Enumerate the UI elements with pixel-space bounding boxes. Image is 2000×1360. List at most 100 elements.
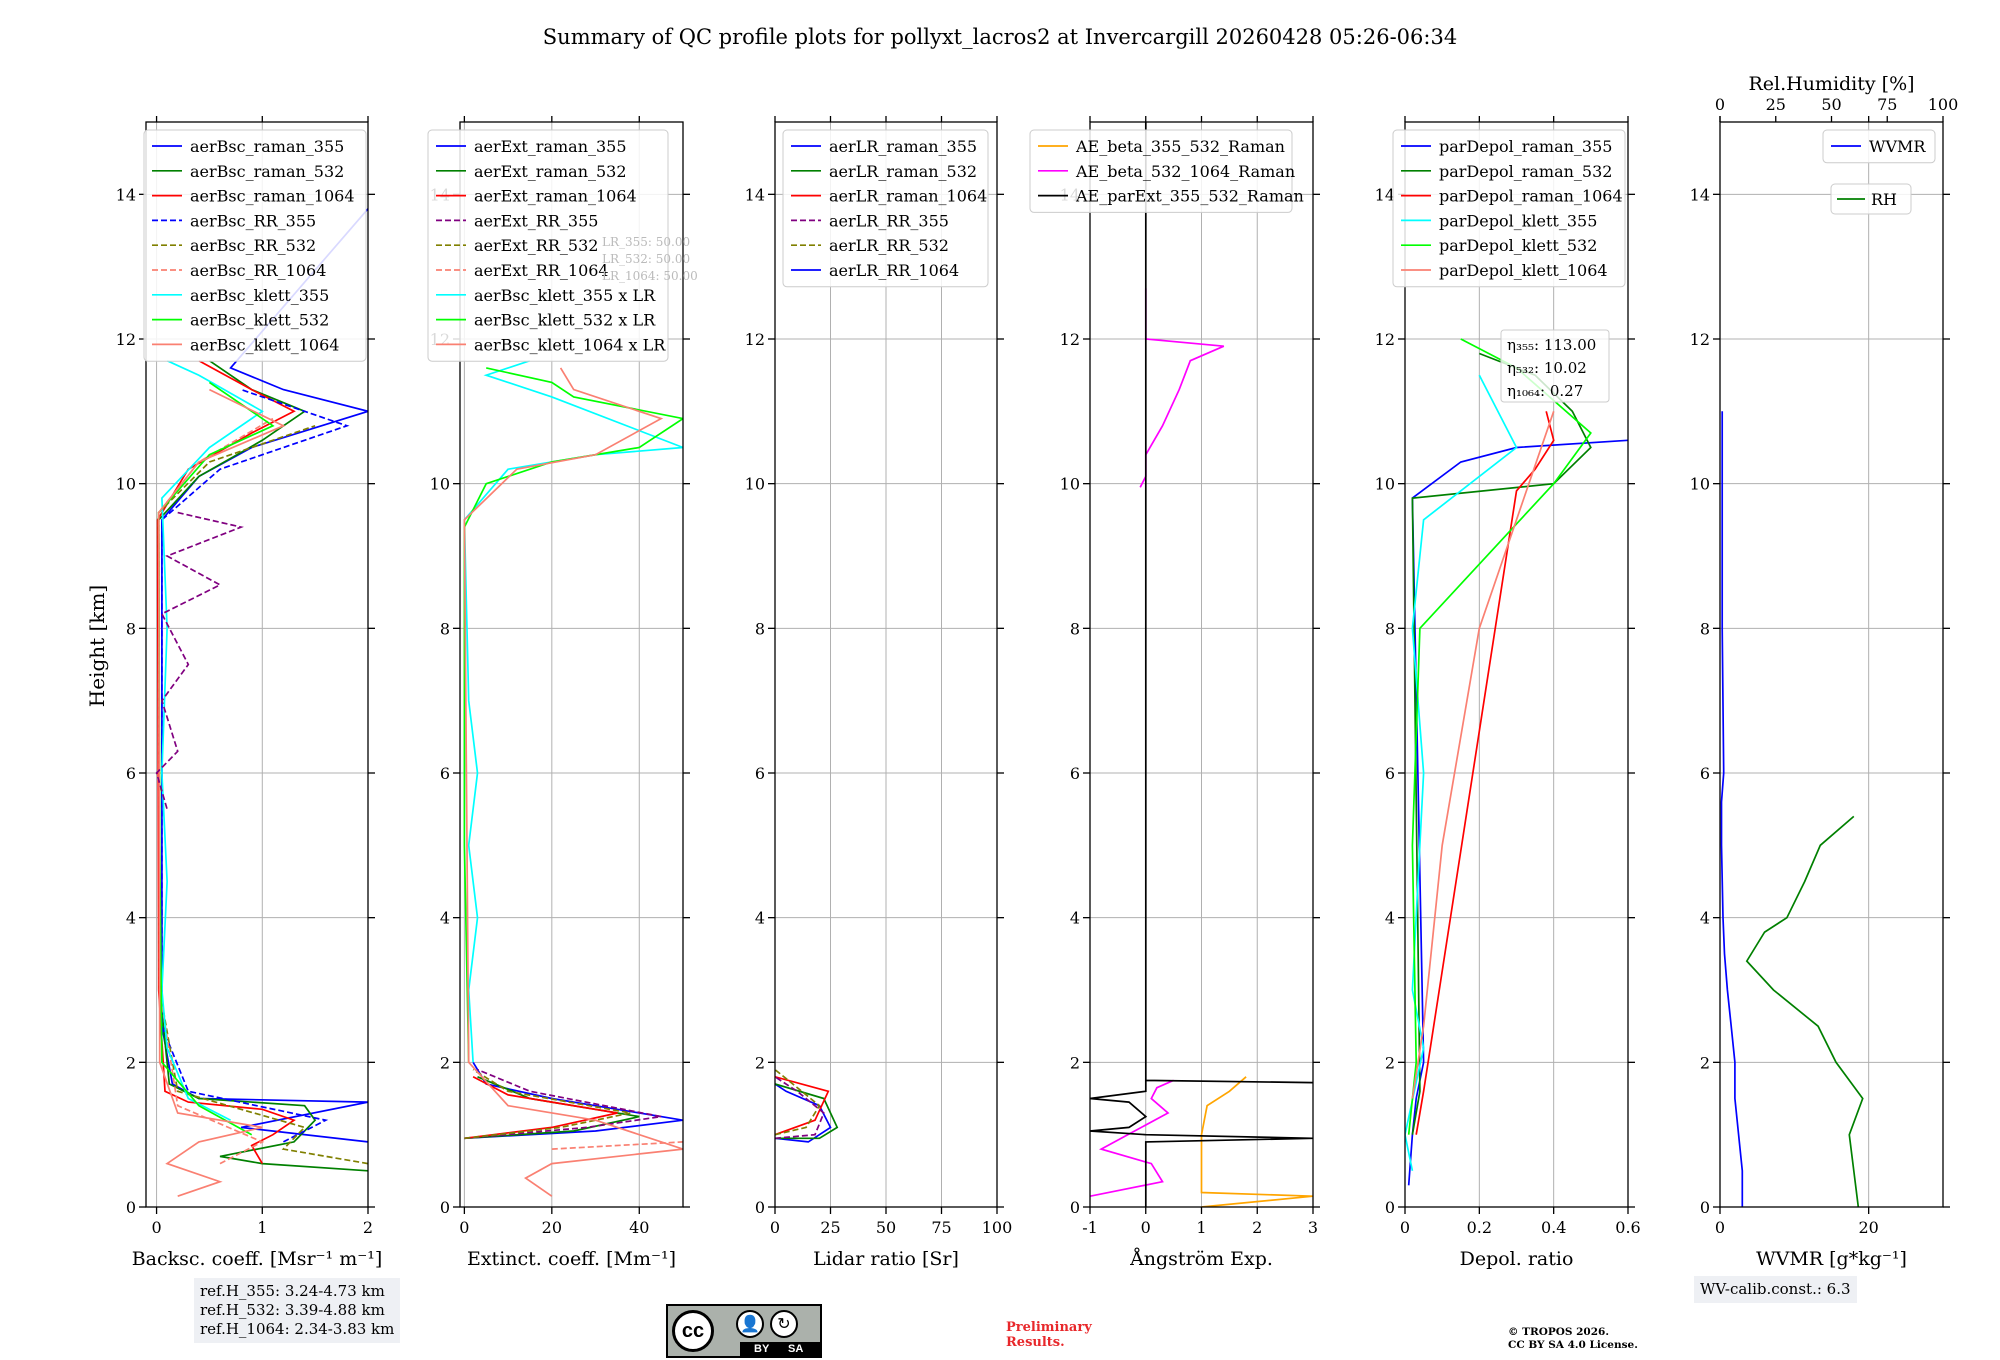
legend-label: aerExt_RR_1064	[474, 261, 609, 280]
legend-label: aerExt_RR_355	[474, 211, 598, 230]
series-line-aerBsc_RR_355	[161, 388, 350, 1143]
y-tick-label: 0	[1070, 1198, 1080, 1217]
legend-label: parDepol_raman_355	[1439, 137, 1612, 156]
x-tick-label: 0	[459, 1218, 469, 1237]
top-x-tick-label: 25	[1766, 95, 1786, 114]
top-x-axis-label: Rel.Humidity [%]	[1748, 73, 1914, 95]
cc-logo-icon: cc	[672, 1310, 714, 1352]
series-line-aerBsc_RR_1064	[157, 417, 274, 1165]
series-group	[1405, 338, 1628, 1186]
y-tick-label: 8	[1070, 619, 1080, 638]
legend-label: aerExt_raman_1064	[474, 187, 637, 206]
figure-title: Summary of QC profile plots for pollyxt_…	[543, 25, 1457, 49]
legend-label: aerLR_raman_532	[829, 162, 977, 181]
legend-label: parDepol_klett_532	[1439, 236, 1597, 255]
series-line-aerLR_RR_532	[775, 1068, 821, 1136]
y-tick-label: 10	[430, 475, 450, 494]
x-axis-label: Backsc. coeff. [Msr⁻¹ m⁻¹]	[132, 1248, 383, 1270]
x-tick-label: 2	[363, 1218, 373, 1237]
x-tick-label: 0	[1715, 1218, 1725, 1237]
series-line-aerBsc_RR_355_noise	[155, 511, 244, 810]
eta-label: η₁₀₆₄: 0.27	[1507, 382, 1583, 400]
y-tick-label: 6	[1385, 764, 1395, 783]
legend-label: aerBsc_klett_532 x LR	[474, 311, 656, 330]
y-tick-label: 0	[440, 1198, 450, 1217]
series-line-aerLR_raman_1064	[775, 1075, 830, 1136]
copyright-note: © TROPOS 2026. CC BY SA 4.0 License.	[1508, 1326, 1638, 1352]
series-group	[1090, 122, 1313, 1207]
y-tick-label: 0	[755, 1198, 765, 1217]
legend-label: aerLR_RR_1064	[829, 261, 959, 280]
x-tick-label: 1	[257, 1218, 267, 1237]
legend2-box	[1830, 183, 1912, 215]
preliminary-note: Preliminary Results.	[1006, 1320, 1092, 1350]
y-tick-label: 10	[116, 475, 136, 494]
y-tick-label: 0	[126, 1198, 136, 1217]
series-line-parDepol_klett_1064	[1411, 411, 1555, 1099]
y-tick-label: 2	[126, 1053, 136, 1072]
top-x-tick-label: 100	[1928, 95, 1959, 114]
series-line-parDepol_raman_355	[1407, 439, 1628, 1186]
legend-label: aerBsc_RR_1064	[190, 261, 326, 280]
y-tick-label: 8	[126, 619, 136, 638]
sa-share-icon: ↻	[770, 1310, 798, 1338]
legend-label: parDepol_raman_1064	[1439, 187, 1623, 206]
legend-label: aerBsc_klett_1064 x LR	[474, 335, 666, 354]
y-tick-label: 2	[755, 1053, 765, 1072]
y-tick-label: 4	[1070, 909, 1080, 928]
legend-label: aerLR_RR_532	[829, 236, 949, 255]
panel-lidar_ratio: 0 2 4 6 8 10 12 14 0 25 50 75 100 Lidar ratio [Sr] aer…	[745, 116, 1013, 1270]
series-line-aerBsc_klett_355	[161, 359, 264, 1121]
y-tick-label: 10	[1690, 475, 1710, 494]
legend-label: aerBsc_klett_355 x LR	[474, 286, 656, 305]
x-axis-label: Ångström Exp.	[1129, 1248, 1273, 1270]
lidar-ratio-note: LR_532: 50.00	[602, 252, 690, 266]
y-tick-label: 6	[126, 764, 136, 783]
y-tick-label: 10	[745, 475, 765, 494]
y-tick-label: 2	[440, 1053, 450, 1072]
series-line-aerLR_raman_532	[775, 1083, 839, 1140]
x-tick-label: 75	[931, 1218, 951, 1237]
series-line-AE_parExt_355_532_Raman	[1090, 122, 1313, 1207]
x-tick-label: 50	[876, 1218, 896, 1237]
legend-box	[427, 129, 669, 362]
legend-label: aerBsc_RR_532	[190, 236, 316, 255]
y-tick-label: 4	[755, 909, 765, 928]
series-line-aerBsc_klett_532	[157, 381, 275, 1136]
reference-height-box: ref.H_355: 3.24-4.73 km ref.H_532: 3.39-…	[194, 1278, 401, 1343]
legend-label: aerLR_RR_355	[829, 211, 949, 230]
y-tick-label: 10	[1060, 475, 1080, 494]
x-axis-label: WVMR [g*kg⁻¹]	[1756, 1248, 1907, 1270]
license-by: BY	[754, 1343, 770, 1355]
y-tick-label: 4	[1385, 909, 1395, 928]
y-tick-label: 8	[1700, 619, 1710, 638]
y-tick-label: 0	[1385, 1198, 1395, 1217]
y-tick-label: 12	[745, 330, 765, 349]
legend-label: aerBsc_raman_355	[190, 137, 344, 156]
series-line-parDepol_raman_1064	[1415, 411, 1555, 1135]
series-line-aerBsc_klett_1064	[157, 388, 286, 1198]
y-tick-label: 12	[1375, 330, 1395, 349]
legend-label: aerBsc_raman_1064	[190, 187, 355, 206]
x-tick-label: 3	[1308, 1218, 1318, 1237]
x-tick-label: 1	[1196, 1218, 1206, 1237]
series-line-aerExt_RR_1064	[551, 1141, 683, 1150]
y-axis-label: Height [km]	[85, 585, 109, 707]
legend-label: aerBsc_klett_1064	[190, 335, 339, 354]
eta-label: η₅₃₂: 10.02	[1507, 359, 1587, 377]
series-line-aerBsc_klett_532 x LR	[463, 367, 683, 1063]
x-axis-label: Lidar ratio [Sr]	[813, 1248, 959, 1270]
x-tick-label: 100	[982, 1218, 1013, 1237]
y-tick-label: 14	[116, 185, 136, 204]
license-bar: BY SA	[740, 1342, 820, 1356]
series-line-aerExt_RR_532	[464, 1068, 631, 1140]
series-line-AE_beta_532_1064_Raman_hi	[1139, 288, 1225, 488]
wv-calibration-box: WV-calib.const.: 6.3	[1694, 1276, 1857, 1303]
lidar-ratio-note: LR_1064: 50.00	[602, 269, 698, 283]
x-tick-label: 20	[1858, 1218, 1878, 1237]
top-x-tick-label: 75	[1877, 95, 1897, 114]
x-tick-label: 40	[629, 1218, 649, 1237]
legend-label: AE_parExt_355_532_Raman	[1075, 187, 1304, 206]
